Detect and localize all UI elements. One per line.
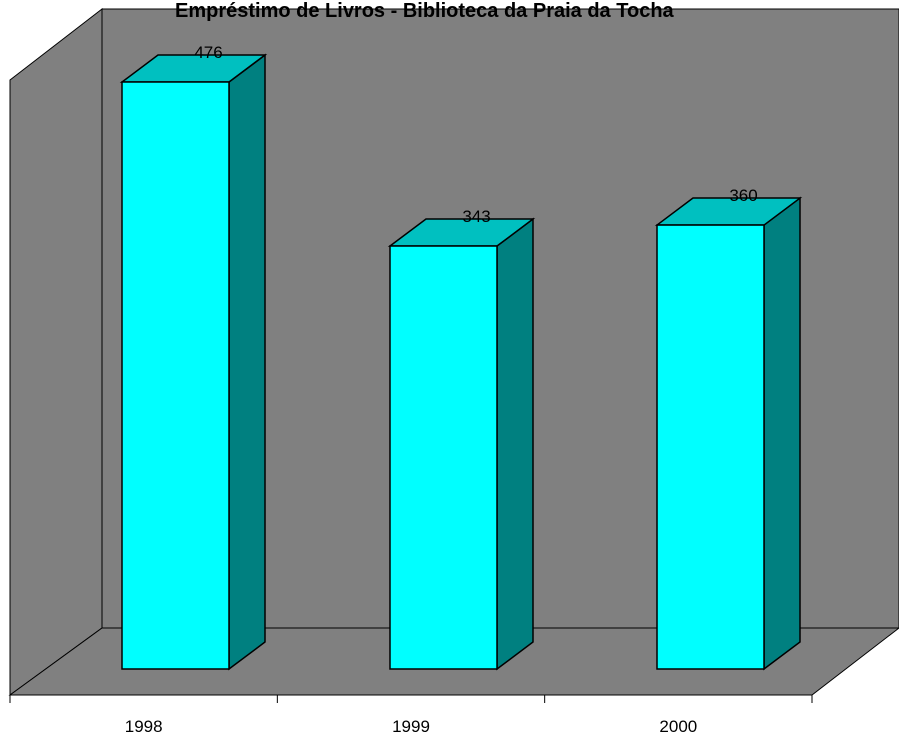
bar-side-face <box>763 196 801 671</box>
x-tick-labels: 1998 1999 2000 <box>125 717 697 736</box>
bar-1998 <box>119 53 268 671</box>
chart-title: Empréstimo de Livros - Biblioteca da Pra… <box>175 0 675 22</box>
x-tick-label-1998: 1998 <box>125 717 163 736</box>
data-label-1999: 343 <box>462 207 490 226</box>
chart-side-wall <box>9 7 103 696</box>
bar-2000 <box>654 196 803 671</box>
data-label-2000: 360 <box>729 186 757 205</box>
bar-side-face <box>228 53 266 671</box>
bar-front-face <box>389 245 498 670</box>
x-tick-label-2000: 2000 <box>659 717 697 736</box>
bar-front-face <box>121 81 230 670</box>
bar-front-face <box>656 224 765 670</box>
x-tick-label-1999: 1999 <box>392 717 430 736</box>
data-label-1998: 476 <box>194 43 222 62</box>
bar-side-face <box>496 217 534 671</box>
bar-1999 <box>387 217 536 671</box>
x-axis-ticks <box>9 695 813 703</box>
bars: 476 343 360 <box>119 43 803 671</box>
